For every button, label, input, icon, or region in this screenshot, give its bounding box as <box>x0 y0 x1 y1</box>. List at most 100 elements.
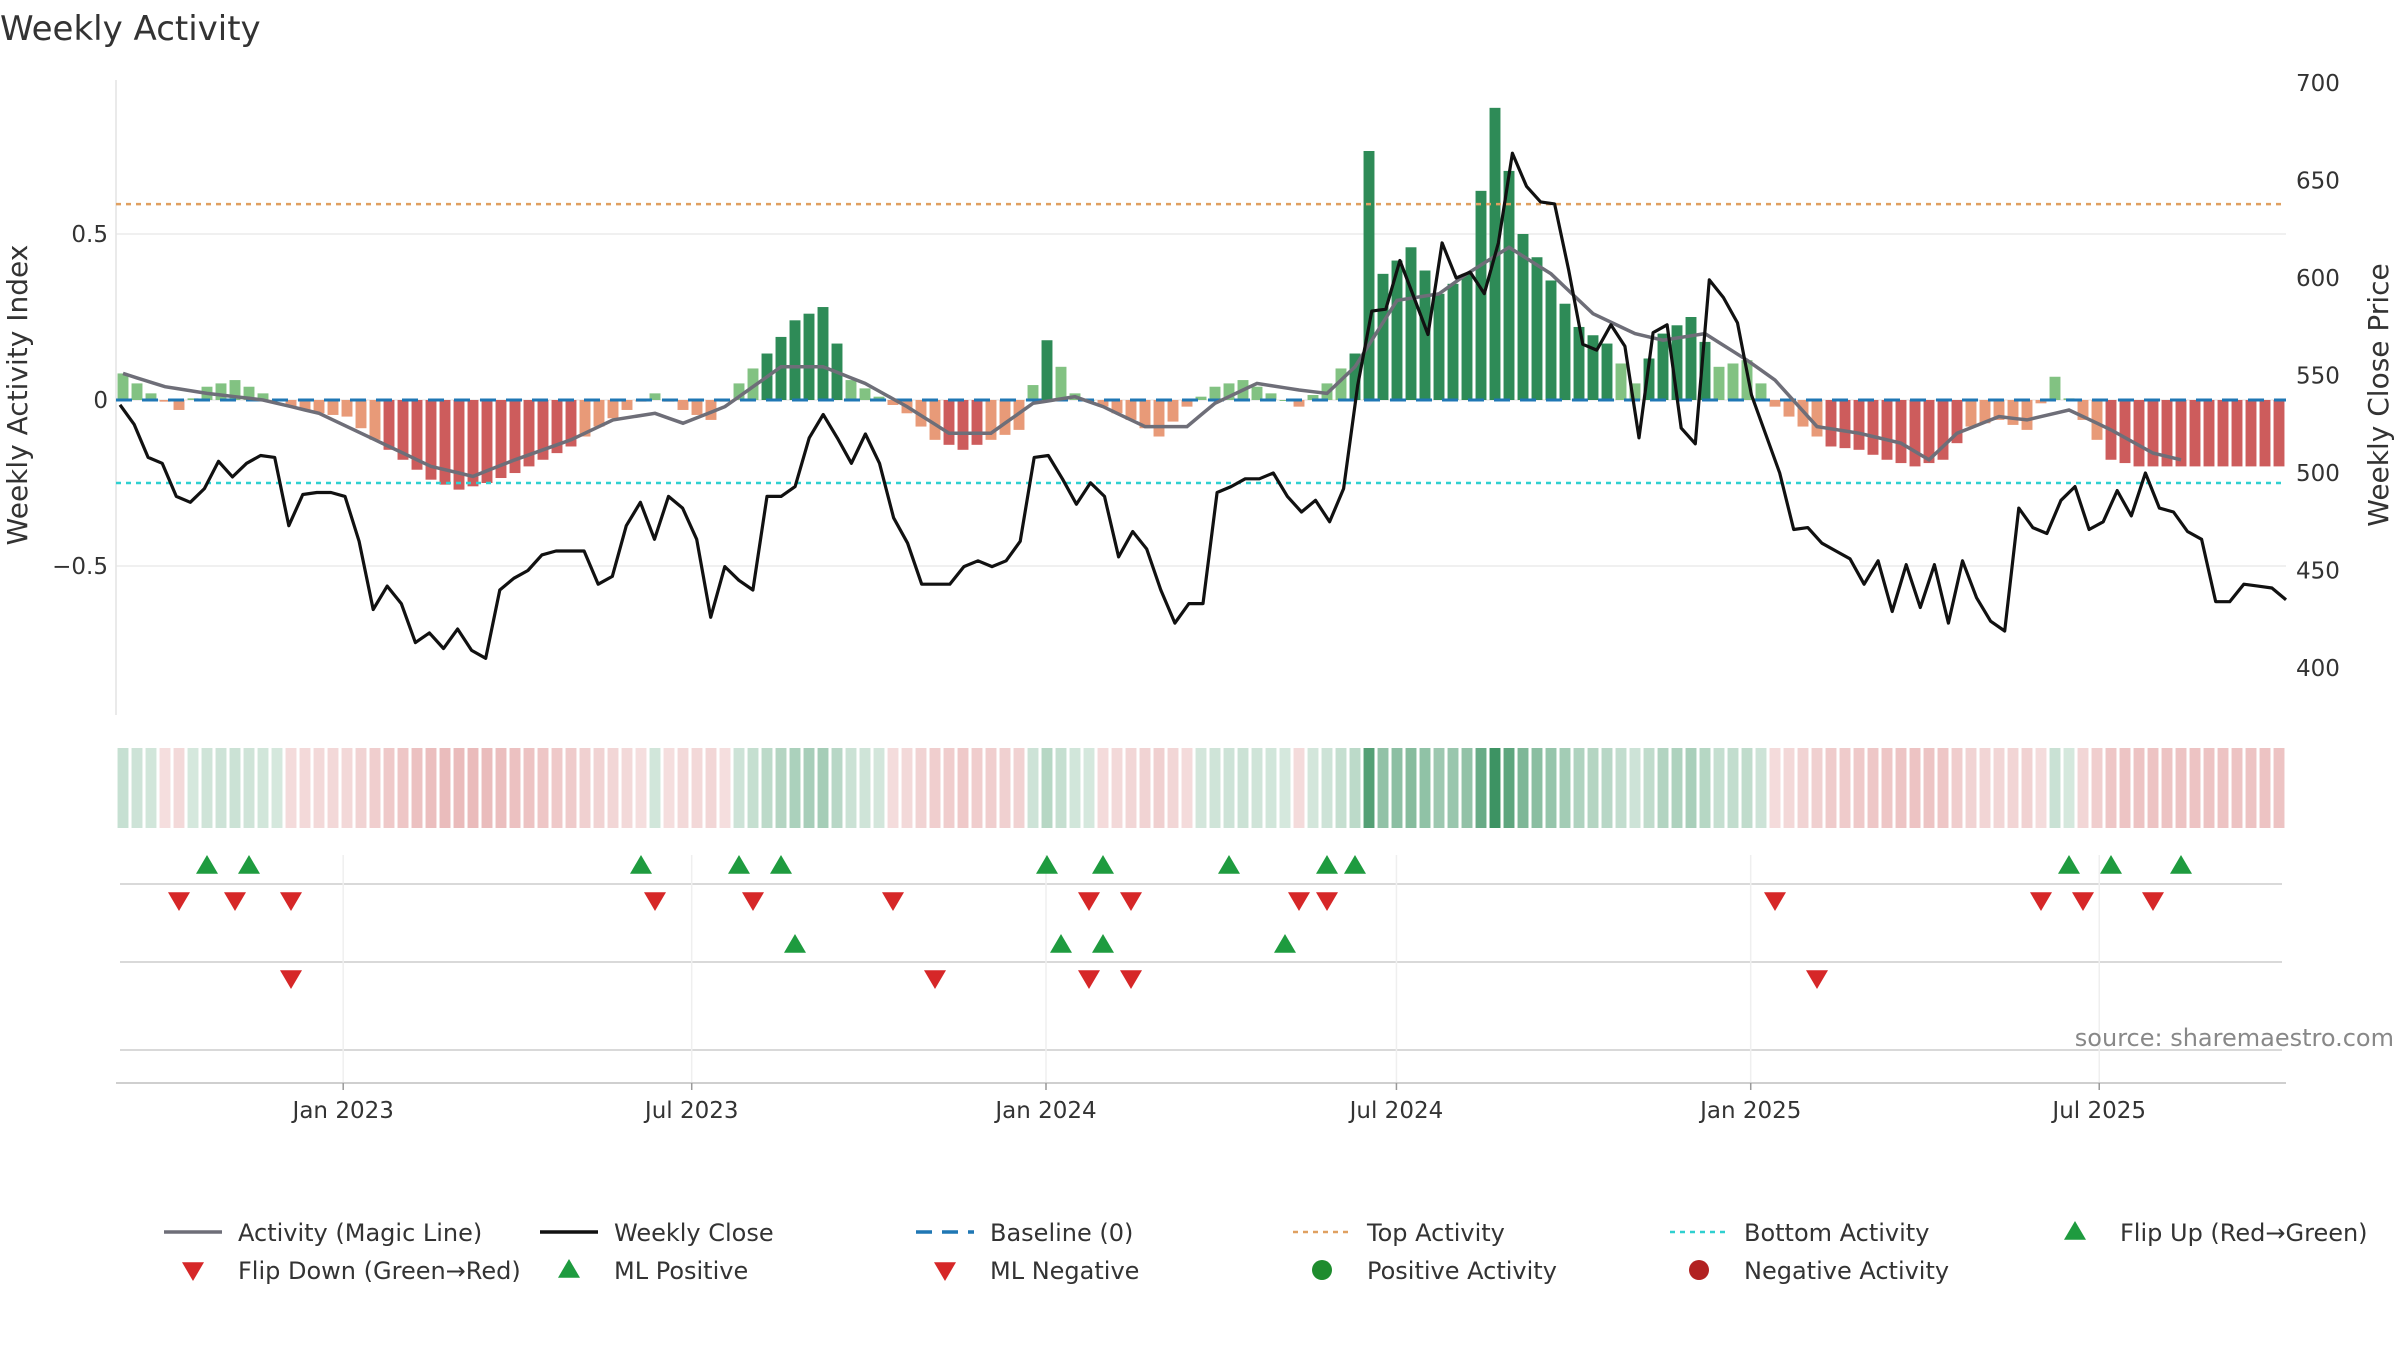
activity-bar <box>2259 400 2271 467</box>
heat-cell <box>663 748 675 828</box>
activity-bar <box>187 398 199 400</box>
heat-cell <box>2147 748 2159 828</box>
activity-bar <box>1825 400 1837 447</box>
heat-cell <box>1307 748 1319 828</box>
heat-cell <box>2217 748 2229 828</box>
heat-cell <box>2119 748 2131 828</box>
heat-cell <box>1027 748 1039 828</box>
heat-cell <box>1489 748 1501 828</box>
activity-bar <box>691 400 703 415</box>
activity-bar <box>355 400 367 429</box>
heat-cell <box>873 748 885 828</box>
heat-cell <box>719 748 731 828</box>
heat-cell <box>299 748 311 828</box>
activity-bar <box>1923 400 1935 464</box>
activity-bar <box>2161 400 2173 467</box>
activity-bar <box>173 400 185 410</box>
flip-up-marker <box>1344 855 1366 874</box>
flip-down-marker <box>644 892 666 911</box>
heat-cell <box>733 748 745 828</box>
event-marker-rows <box>120 855 2282 1085</box>
heat-cell <box>1335 748 1347 828</box>
activity-bar <box>523 400 535 467</box>
heat-cell <box>859 748 871 828</box>
activity-bar <box>117 373 129 400</box>
heat-cell <box>1839 748 1851 828</box>
activity-bar <box>733 383 745 400</box>
flip-up-marker <box>2100 855 2122 874</box>
heat-cell <box>1755 748 1767 828</box>
activity-bar <box>887 400 899 405</box>
legend-item-flip-up: Flip Up (Red→Green) <box>2064 1219 2368 1247</box>
heat-cell <box>1377 748 1389 828</box>
activity-bar <box>2049 376 2061 400</box>
heat-cell <box>425 748 437 828</box>
activity-bar <box>1909 400 1921 467</box>
ml-positive-marker <box>1050 934 1072 953</box>
heat-cell <box>761 748 773 828</box>
heat-cell <box>2231 748 2243 828</box>
heat-cell <box>915 748 927 828</box>
heat-cell <box>495 748 507 828</box>
activity-bar <box>439 400 451 485</box>
heat-cell <box>1055 748 1067 828</box>
activity-bar <box>565 400 577 447</box>
heat-cell <box>215 748 227 828</box>
activity-bar <box>1181 400 1193 407</box>
flip-down-marker <box>224 892 246 911</box>
legend-item-baseline: Baseline (0) <box>916 1219 1133 1247</box>
heat-cell <box>1671 748 1683 828</box>
heat-cell <box>971 748 983 828</box>
legend-item-positive-activity: Positive Activity <box>1312 1257 1557 1285</box>
activity-bar <box>313 400 325 414</box>
heat-cell <box>1125 748 1137 828</box>
legend-label: Flip Down (Green→Red) <box>238 1257 521 1285</box>
heat-cell <box>467 748 479 828</box>
activity-bar <box>1139 400 1151 429</box>
activity-bar <box>677 400 689 410</box>
activity-bar <box>299 400 311 410</box>
heat-cell <box>1587 748 1599 828</box>
heat-cell <box>1685 748 1697 828</box>
heat-cell <box>1405 748 1417 828</box>
heat-cell <box>929 748 941 828</box>
activity-bar <box>145 393 157 400</box>
ml-positive-marker <box>1274 934 1296 953</box>
legend-label: Negative Activity <box>1744 1257 1949 1285</box>
heat-cell <box>2161 748 2173 828</box>
legend-label: Positive Activity <box>1367 1257 1557 1285</box>
heat-cell <box>957 748 969 828</box>
activity-bar <box>2245 400 2257 467</box>
heat-cell <box>509 748 521 828</box>
heat-cell <box>1601 748 1613 828</box>
activity-bar <box>1699 341 1711 400</box>
heat-cell <box>201 748 213 828</box>
heat-cell <box>2035 748 2047 828</box>
y-axis-right-label: Weekly Close Price <box>2362 263 2395 526</box>
activity-bar <box>649 393 661 400</box>
heat-cell <box>565 748 577 828</box>
heat-cell <box>1727 748 1739 828</box>
heat-cell <box>1265 748 1277 828</box>
activity-bar <box>1615 363 1627 400</box>
heat-cell <box>1419 748 1431 828</box>
activity-bar <box>1293 400 1305 407</box>
activity-bar <box>1167 400 1179 422</box>
heat-cell <box>369 748 381 828</box>
activity-bar <box>593 400 605 427</box>
heat-cell <box>173 748 185 828</box>
activity-bar <box>2133 400 2145 467</box>
y-left-tick-label: −0.5 <box>52 554 108 580</box>
heat-cell <box>1881 748 1893 828</box>
activity-bar <box>453 400 465 490</box>
heat-cell <box>593 748 605 828</box>
heat-cell <box>1909 748 1921 828</box>
heat-cell <box>1195 748 1207 828</box>
heat-cell <box>775 748 787 828</box>
legend-label: ML Positive <box>614 1257 748 1285</box>
activity-bar <box>159 400 171 402</box>
flip-down-marker <box>1120 892 1142 911</box>
heat-cell <box>607 748 619 828</box>
heat-cell <box>1783 748 1795 828</box>
activity-bar <box>1363 151 1375 400</box>
